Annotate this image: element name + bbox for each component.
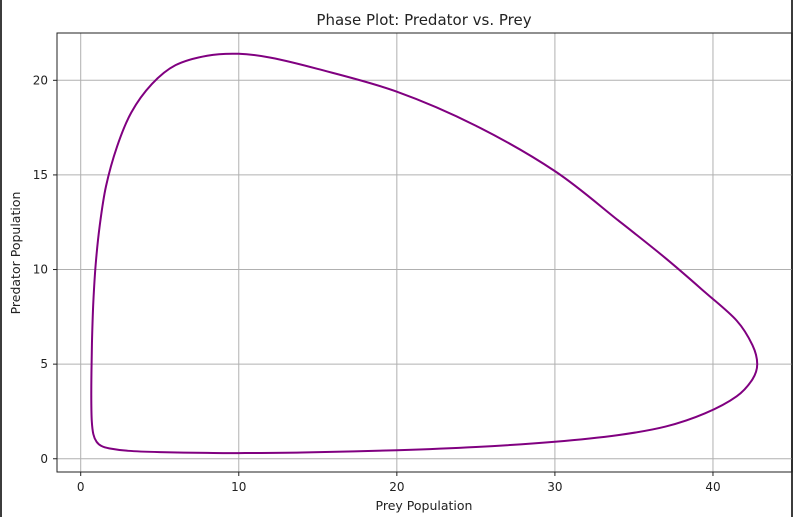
x-tick-label: 10 [231, 480, 246, 494]
chart-title: Phase Plot: Predator vs. Prey [316, 11, 531, 29]
y-tick-label: 0 [40, 452, 48, 466]
x-tick-label: 0 [77, 480, 85, 494]
x-tick-label: 30 [547, 480, 562, 494]
y-axis-label: Predator Population [8, 192, 23, 315]
x-tick-label: 40 [705, 480, 720, 494]
x-tick-label: 20 [389, 480, 404, 494]
predator-prey-curve [90, 52, 759, 455]
axis-ticks: 0 10 20 30 40 0 5 10 15 20 [33, 73, 721, 494]
x-axis-label: Prey Population [376, 498, 473, 513]
y-tick-label: 20 [33, 73, 48, 87]
plot-frame [56, 32, 793, 473]
window-left-border [0, 0, 2, 517]
y-tick-label: 15 [33, 168, 48, 182]
y-tick-label: 10 [33, 263, 48, 277]
y-tick-label: 5 [40, 357, 48, 371]
grid-lines [57, 33, 792, 472]
